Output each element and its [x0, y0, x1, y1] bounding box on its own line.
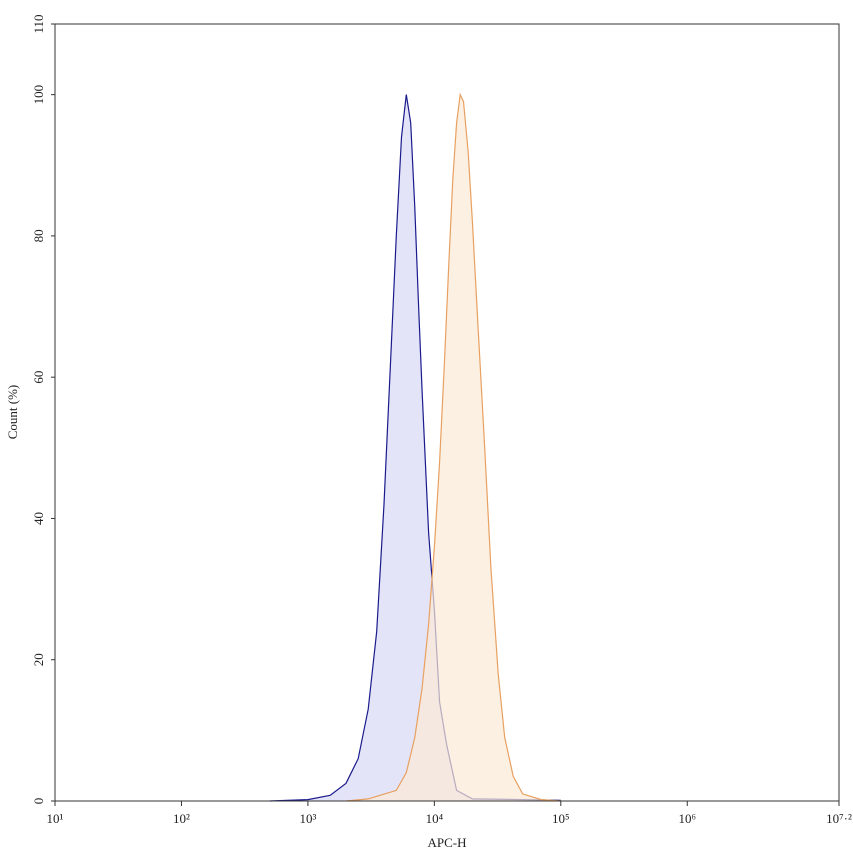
- x-axis-label: APC-H: [427, 835, 466, 850]
- series-area: [345, 92, 561, 802]
- plot-frame: [54, 23, 840, 802]
- x-tick-label: 10³: [299, 811, 316, 826]
- series-area: [269, 94, 561, 802]
- x-tick-label: 10⁶: [678, 811, 696, 826]
- y-tick-label: 100: [31, 85, 46, 105]
- y-tick-label: 20: [31, 653, 46, 666]
- y-tick-label: 110: [31, 14, 46, 33]
- y-tick-label: 40: [31, 512, 46, 525]
- y-tick-label: 60: [31, 371, 46, 384]
- x-tick-label: 10⁴: [426, 811, 444, 826]
- y-axis-label: Count (%): [5, 385, 20, 440]
- y-tick-label: 80: [31, 229, 46, 242]
- x-tick-label: 10⁵: [552, 811, 570, 826]
- x-tick-label: 10⁷·²: [826, 811, 852, 826]
- x-tick-label: 10²: [173, 811, 190, 826]
- x-tick-label: 10¹: [47, 811, 64, 826]
- y-tick-label: 0: [31, 798, 46, 805]
